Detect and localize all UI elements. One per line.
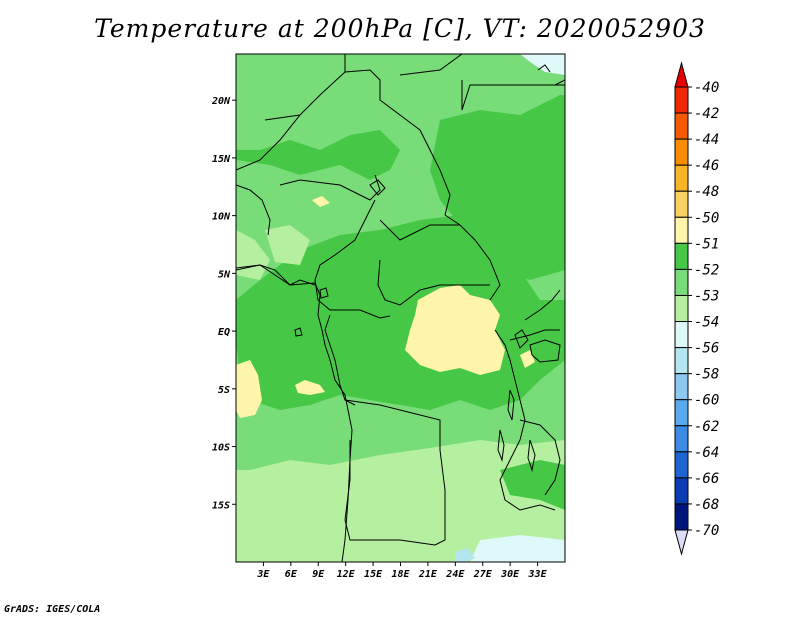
credit-text: GrADS: IGES/COLA [4,604,101,615]
field-warm-spot1 [295,380,325,395]
colorbar-swatch [674,86,689,114]
lat-tick-label: 5S [218,385,230,396]
colorbar-swatch [674,373,689,401]
lat-tick-label: 15N [212,154,231,165]
colorbar-bottom-arrow [674,529,689,556]
colorbar-label: -66 [694,471,719,487]
colorbar-label: -56 [694,341,719,357]
field-darker-ne [430,95,565,280]
colorbar-label: -68 [694,497,719,513]
colorbar-swatch [674,451,689,479]
field-west-light [236,230,270,280]
colorbar-label: -62 [694,419,719,435]
lat-tick-label: 10S [212,443,230,454]
lat-tick-label: 20N [211,96,231,107]
colorbar-swatch [674,425,689,453]
lon-tick-label: 6E [285,569,298,580]
colorbar: -40 -42 -44 -46 -48 -50 -51 -52 -53 -54 -56 -58 -60 -… [674,61,719,556]
field-warm-west [236,360,262,418]
lon-tick-label: 33E [528,569,548,580]
colorbar-swatch [674,216,689,244]
colorbar-label: -48 [694,184,719,200]
lon-axis: 3E 6E 9E 12E 15E 18E 21E 24E 27E 30E 33E [256,562,548,580]
colorbar-label: -54 [694,315,719,331]
lon-tick-label: 18E [391,569,410,580]
field-darker-nw [236,130,400,180]
colorbar-swatch [674,242,689,270]
country-borders [236,54,565,546]
colorbar-label: -42 [694,106,719,122]
lat-tick-label: EQ [218,327,230,338]
colorbar-label: -60 [694,393,719,409]
lon-tick-label: 30E [500,569,520,580]
colorbar-label: -53 [694,288,719,304]
colorbar-label: -51 [694,236,719,252]
colorbar-label: -58 [694,367,719,383]
lat-axis: 20N 15N 10N 5N EQ 5S 10S 15S [211,96,236,511]
colorbar-label: -44 [694,132,719,148]
field-cool-ne [520,54,565,75]
field-darker-se [500,460,565,510]
colorbar-label: -40 [694,80,719,96]
colorbar-label: -52 [694,262,719,278]
lat-tick-label: 10N [212,212,231,223]
chart-title: Temperature at 200hPa [C], VT: 202005290… [94,14,706,43]
lon-tick-label: 21E [418,569,438,580]
field-warm-spot2 [312,196,330,207]
lat-tick-label: 5N [218,269,231,280]
lon-tick-label: 15E [364,569,383,580]
field-warm-spot3 [520,350,535,368]
lon-tick-label: 12E [337,569,356,580]
lon-tick-label: 24E [445,569,465,580]
colorbar-swatch [674,112,689,140]
field-south-mid [236,410,565,470]
coastline [236,264,353,562]
map-panel [236,54,565,562]
colorbar-swatch [674,321,689,349]
lon-tick-label: 9E [312,569,325,580]
colorbar-label: -46 [694,158,719,174]
field-north [236,54,565,170]
colorbar-top-arrow [674,61,689,88]
colorbar-swatch [674,503,689,531]
field-cool-se [470,535,565,562]
colorbar-swatch [674,399,689,427]
lon-tick-label: 3E [256,569,270,580]
lat-tick-label: 15S [212,500,230,511]
colorbar-swatch [674,190,689,218]
colorbar-label: -70 [694,523,719,539]
colorbar-label: -64 [694,445,719,461]
colorbar-swatch [674,138,689,166]
field-cold-spot [455,548,475,562]
lon-tick-label: 27E [473,569,493,580]
colorbar-swatch [674,347,689,375]
colorbar-swatch [674,268,689,296]
colorbar-label: -50 [694,210,719,226]
field-west-light2 [265,225,310,265]
colorbar-swatch [674,294,689,323]
colorbar-swatch [674,164,689,192]
lakes [294,179,561,472]
field-warm-core [405,285,505,375]
colorbar-swatch [674,477,689,505]
